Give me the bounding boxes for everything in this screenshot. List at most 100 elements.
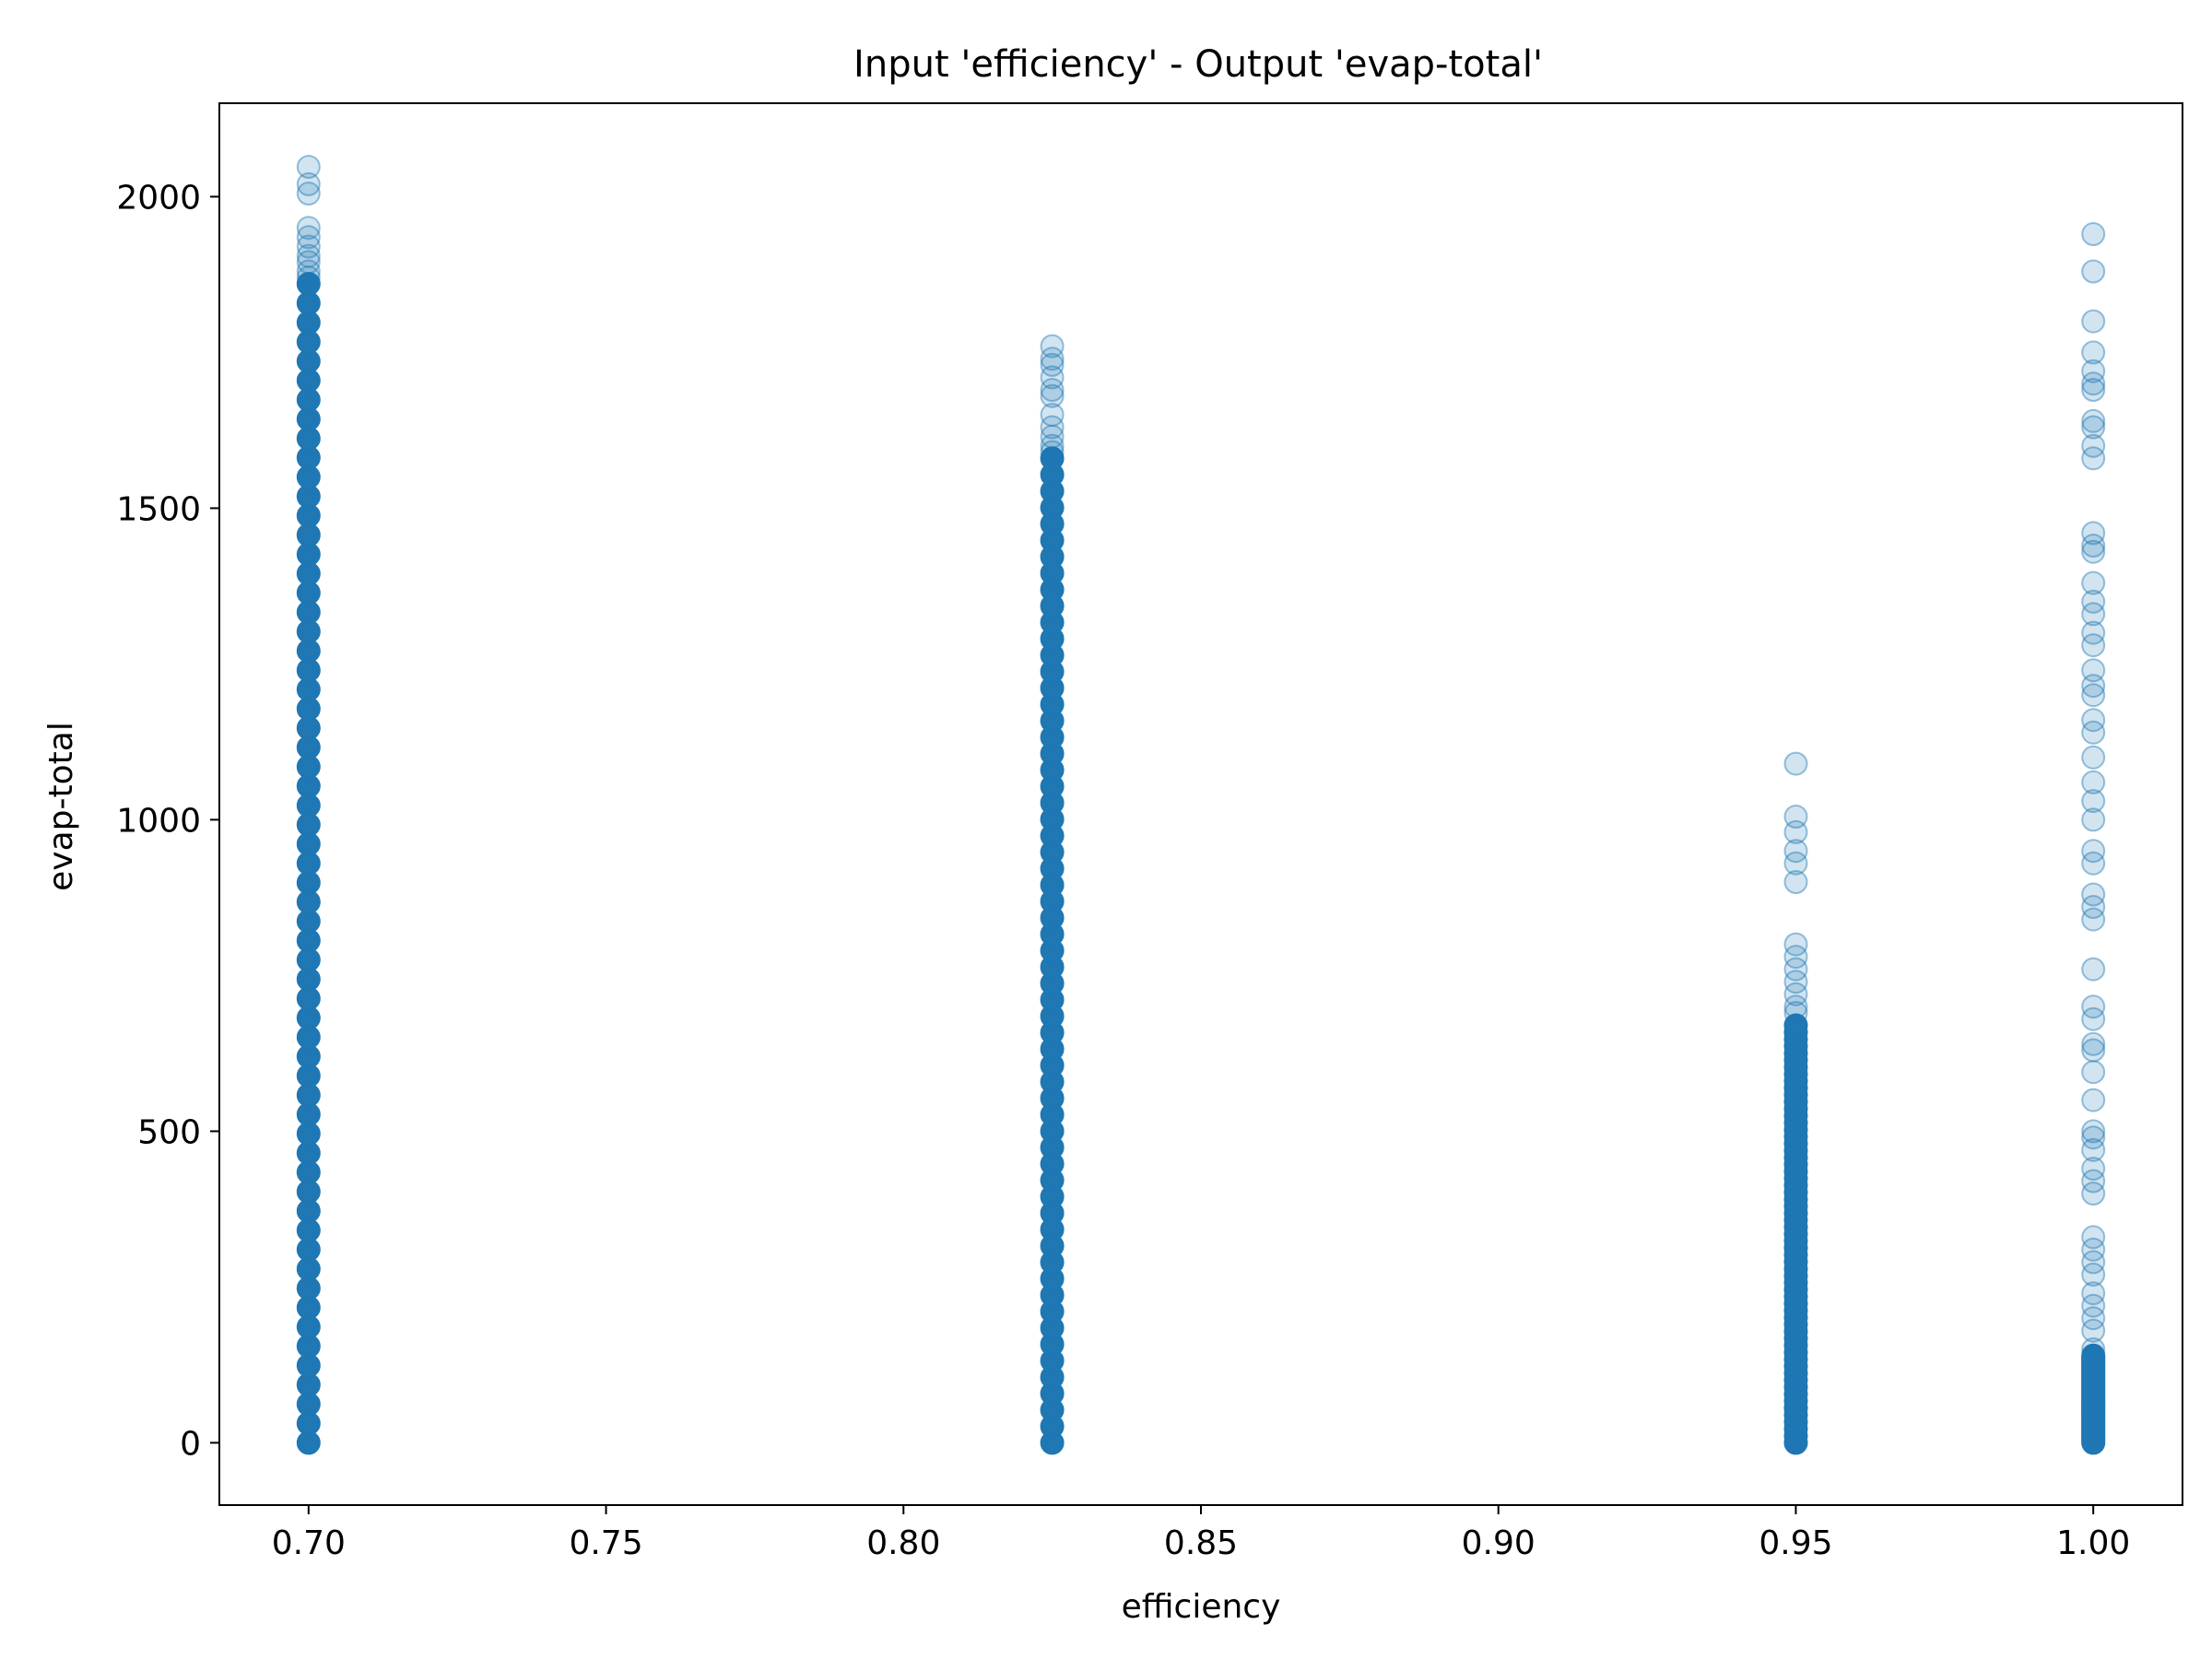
data-point — [2081, 957, 2106, 982]
x-axis: 0.70 0.75 0.80 0.85 0.90 0.95 1.00 — [272, 1505, 2130, 1562]
y-tick-label: 0 — [180, 1425, 201, 1463]
data-point — [2081, 882, 2106, 907]
points-layer — [296, 155, 2106, 1455]
data-point — [1783, 851, 1808, 876]
data-point — [1040, 403, 1065, 427]
data-point — [296, 272, 321, 296]
data-point — [1783, 1001, 1808, 1025]
y-tick-label: 2000 — [116, 179, 201, 217]
y-tick-label: 500 — [137, 1113, 201, 1151]
data-point — [1783, 819, 1808, 844]
x-tick-label: 1.00 — [2056, 1524, 2130, 1562]
data-point — [2081, 521, 2106, 546]
data-point — [2081, 1343, 2106, 1368]
data-point — [1783, 870, 1808, 894]
data-point — [296, 259, 321, 284]
data-point — [2081, 1318, 2106, 1343]
data-point — [2081, 1293, 2106, 1318]
data-point — [2081, 571, 2106, 595]
data-point — [296, 225, 321, 250]
x-tick-label: 0.85 — [1164, 1524, 1238, 1562]
x-tick-label: 0.90 — [1462, 1524, 1535, 1562]
data-point — [1783, 751, 1808, 776]
data-point — [1040, 334, 1065, 359]
data-point — [2081, 1306, 2106, 1331]
data-point — [2081, 745, 2106, 770]
data-point — [2081, 309, 2106, 334]
data-point — [2081, 839, 2106, 864]
data-point — [2081, 789, 2106, 814]
data-point — [2081, 907, 2106, 932]
data-point — [2081, 378, 2106, 402]
data-point — [296, 243, 321, 268]
data-point — [2081, 1337, 2106, 1361]
data-point — [2081, 658, 2106, 683]
data-point — [296, 234, 321, 259]
data-point — [1040, 378, 1065, 402]
data-point — [1040, 365, 1065, 390]
x-axis-label: efficiency — [1122, 1588, 1281, 1626]
data-point — [2081, 359, 2106, 383]
data-point — [2081, 1088, 2106, 1112]
data-point — [1040, 383, 1065, 408]
data-point — [1783, 1013, 1808, 1038]
data-point — [2081, 1119, 2106, 1144]
series-column-1 — [1040, 334, 1065, 1455]
data-point — [1040, 415, 1065, 440]
data-point — [2081, 446, 2106, 471]
data-point — [2081, 433, 2106, 458]
data-point — [2081, 602, 2106, 627]
data-point — [2081, 1038, 2106, 1063]
data-point — [1040, 347, 1065, 371]
x-tick-label: 0.95 — [1759, 1524, 1832, 1562]
data-point — [2081, 994, 2106, 1019]
x-tick-label: 0.70 — [272, 1524, 346, 1562]
data-point — [2081, 770, 2106, 794]
x-tick-label: 0.75 — [569, 1524, 642, 1562]
data-point — [296, 250, 321, 275]
data-point — [2081, 1157, 2106, 1181]
y-axis: 0 500 1000 1500 2000 — [116, 179, 219, 1463]
data-point — [296, 265, 321, 290]
data-point — [1783, 805, 1808, 829]
data-point — [296, 155, 321, 179]
data-point — [1040, 433, 1065, 458]
data-point — [2081, 534, 2106, 558]
x-tick-label: 0.80 — [866, 1524, 940, 1562]
data-point — [2081, 851, 2106, 876]
data-point — [2081, 371, 2106, 396]
data-point — [2081, 807, 2106, 832]
data-point — [2081, 222, 2106, 246]
data-point — [2081, 589, 2106, 614]
data-point — [296, 171, 321, 196]
data-point — [1040, 446, 1065, 471]
data-point — [1783, 932, 1808, 957]
data-point — [2081, 633, 2106, 658]
data-point — [2081, 408, 2106, 433]
data-point — [2081, 1250, 2106, 1275]
data-point — [2081, 1006, 2106, 1031]
data-point — [2081, 1281, 2106, 1306]
chart-title: Input 'efficiency' - Output 'evap-total' — [853, 43, 1543, 86]
y-axis-label: evap-total — [42, 722, 80, 891]
data-point — [1783, 970, 1808, 994]
data-point — [296, 182, 321, 206]
data-point — [2081, 1125, 2106, 1150]
data-point — [1783, 957, 1808, 982]
data-point — [296, 216, 321, 241]
data-point — [2081, 1237, 2106, 1262]
y-tick-label: 1000 — [116, 802, 201, 840]
data-point — [1783, 982, 1808, 1006]
series-column-3 — [2081, 222, 2106, 1455]
data-point — [2081, 1262, 2106, 1287]
data-point — [2081, 1137, 2106, 1162]
data-point — [2081, 720, 2106, 745]
data-point — [1040, 424, 1065, 449]
data-point — [2081, 620, 2106, 645]
data-point — [2081, 1031, 2106, 1056]
data-point — [2081, 340, 2106, 365]
data-point — [2081, 1182, 2106, 1206]
series-column-2 — [1783, 751, 1808, 1455]
